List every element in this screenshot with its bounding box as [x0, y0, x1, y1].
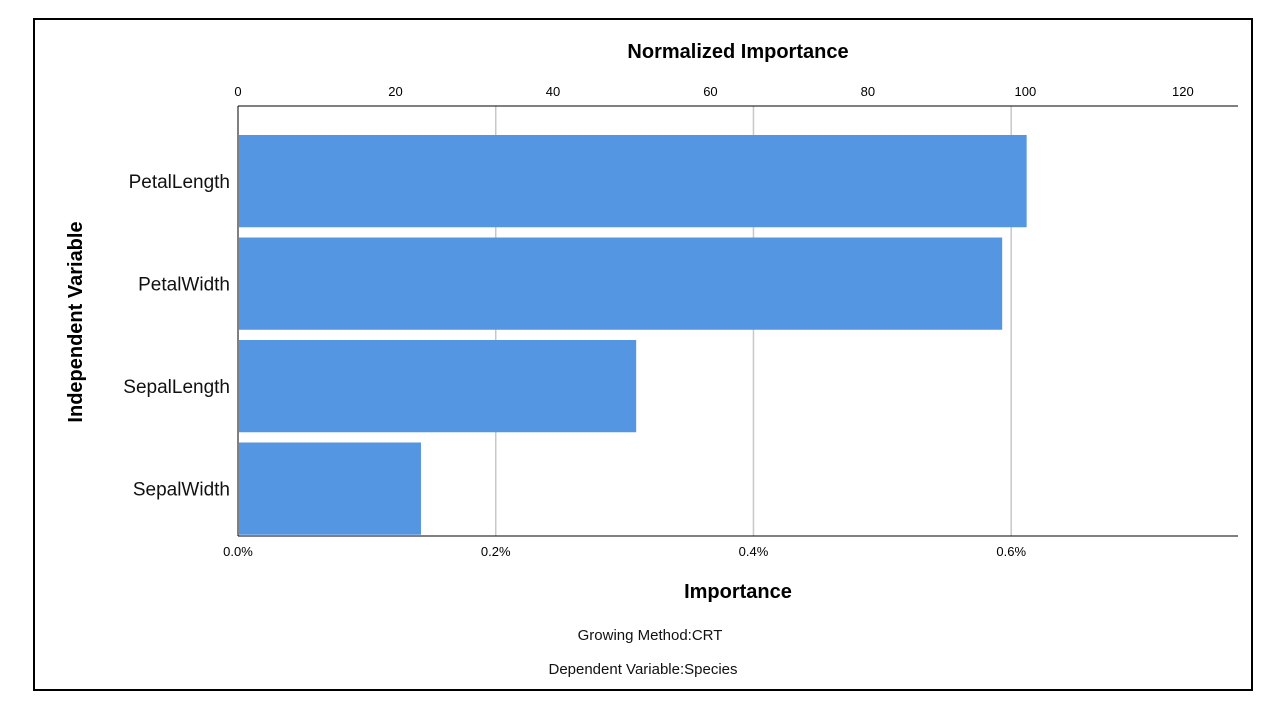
top-tick-label: 120	[1172, 84, 1194, 99]
chart-frame	[33, 18, 1253, 691]
bar-layer	[239, 135, 1027, 535]
bar-petalwidth	[239, 237, 1003, 330]
dependent-variable-note: Dependent Variable:Species	[548, 661, 737, 678]
y-axis-title: Independent Variable	[65, 221, 87, 422]
top-tick-label: 20	[388, 84, 402, 99]
top-tick-label: 0	[234, 84, 241, 99]
bar-sepalwidth	[239, 442, 421, 535]
bar-sepallength	[239, 340, 637, 433]
bottom-tick-label: 0.6%	[996, 544, 1026, 559]
top-tick-label: 100	[1015, 84, 1037, 99]
top-axis-title: Normalized Importance	[627, 41, 848, 63]
top-tick-label: 80	[861, 84, 875, 99]
top-tick-label: 40	[546, 84, 560, 99]
label-layer: PetalLength PetalWidth SepalLength SepalWid…	[123, 84, 1193, 559]
category-label: SepalWidth	[133, 480, 230, 501]
top-tick-label: 60	[703, 84, 717, 99]
growing-method-note: Growing Method:CRT	[578, 627, 723, 644]
bottom-tick-label: 0.4%	[739, 544, 769, 559]
bar-petallength	[239, 135, 1027, 228]
category-label: PetalWidth	[138, 275, 230, 296]
category-label: SepalLength	[123, 377, 230, 398]
bottom-tick-label: 0.0%	[223, 544, 253, 559]
bottom-tick-label: 0.2%	[481, 544, 511, 559]
bottom-axis-title: Importance	[684, 581, 792, 603]
axis-layer	[237, 105, 1238, 537]
category-label: PetalLength	[129, 172, 230, 193]
